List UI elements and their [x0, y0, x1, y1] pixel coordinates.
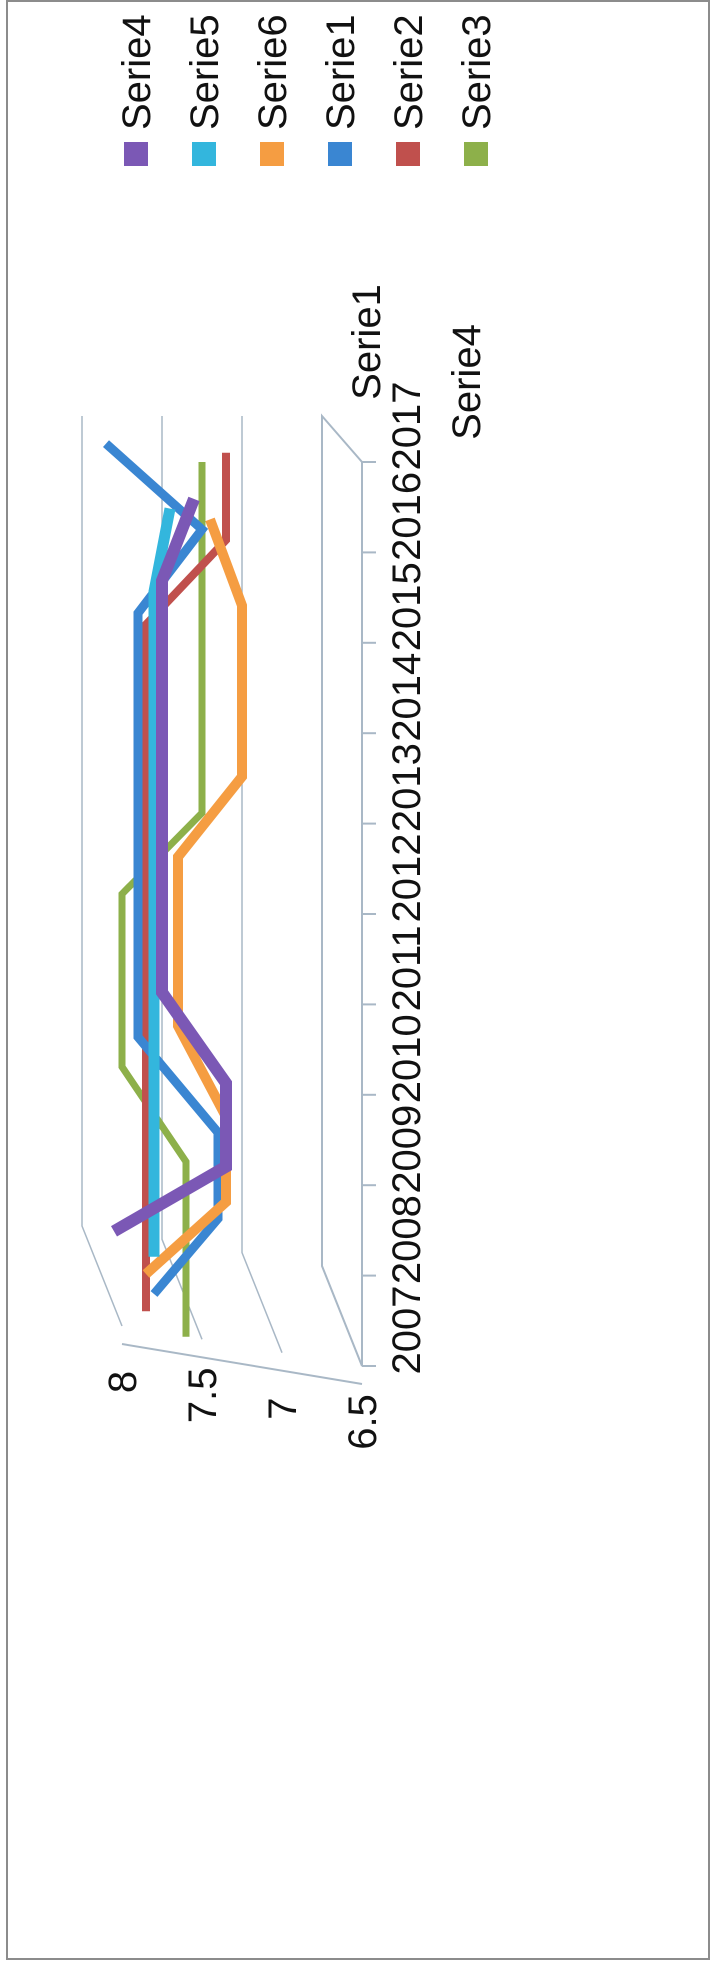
legend-swatch [192, 142, 216, 166]
x-tick-label: 2015 [385, 562, 429, 651]
legend-label: Serie2 [387, 14, 431, 130]
gridline-6.5 [321, 416, 363, 1367]
legend-label: Serie1 [319, 14, 363, 130]
chart-floor [321, 413, 363, 1367]
x-tick-label: 2017 [385, 382, 429, 471]
legend-label: Serie5 [183, 14, 227, 130]
legend-swatch [124, 142, 148, 166]
legend-item-serie5[interactable]: Serie5 [183, 14, 227, 166]
x-tick-label: 2014 [385, 653, 429, 742]
value-axis [121, 1343, 363, 1385]
gridline-8 [81, 416, 123, 1327]
x-tick-label: 2008 [385, 1195, 429, 1284]
line-chart-3d: 2007200820092010201120122013201420152016… [81, 14, 499, 1450]
gridline-7 [241, 416, 283, 1353]
series-line-serie2 [142, 452, 230, 1312]
chart-frame: 2007 2008 2009 2010 2011 2012 2013 2014 2015 2016… [6, 0, 710, 1960]
series-line-serie5 [148, 507, 176, 1257]
legend-swatch [396, 142, 420, 166]
x-tick-label: 2010 [385, 1014, 429, 1103]
legend-label: Serie6 [251, 14, 295, 130]
legend-label: Serie3 [455, 14, 499, 130]
tick-labels: 2007200820092010201120122013201420152016… [101, 284, 489, 1450]
depth-label: Serie4 [445, 324, 489, 440]
y-tick-label: 6.5 [341, 1394, 385, 1450]
legend-item-serie2[interactable]: Serie2 [387, 14, 431, 166]
legend-item-serie1[interactable]: Serie1 [319, 14, 363, 166]
x-tick-label: 2013 [385, 743, 429, 832]
legend-label: Serie4 [115, 14, 159, 130]
legend-swatch [260, 142, 284, 166]
series-layer [103, 440, 247, 1337]
x-tick-label: 2011 [385, 925, 429, 1011]
y-tick-label: 7 [261, 1398, 305, 1420]
x-tick-label: 2007 [385, 1286, 429, 1375]
x-tick-label: 2009 [385, 1105, 429, 1194]
legend-swatch [464, 142, 488, 166]
legend-swatch [328, 142, 352, 166]
legend-item-serie6[interactable]: Serie6 [251, 14, 295, 166]
axes [121, 413, 376, 1385]
x-tick-label: 2012 [385, 834, 429, 923]
legend-item-serie4[interactable]: Serie4 [115, 14, 159, 166]
legend[interactable]: Serie4 Serie5 Serie6 Serie1 Serie2 Serie3 [115, 14, 499, 166]
depth-label: Serie1 [345, 284, 389, 400]
series-line-serie4 [110, 496, 232, 1237]
x-tick-label: 2016 [385, 472, 429, 561]
y-tick-label: 8 [101, 1371, 145, 1393]
legend-item-serie3[interactable]: Serie3 [455, 14, 499, 166]
y-tick-label: 7.5 [181, 1368, 225, 1424]
